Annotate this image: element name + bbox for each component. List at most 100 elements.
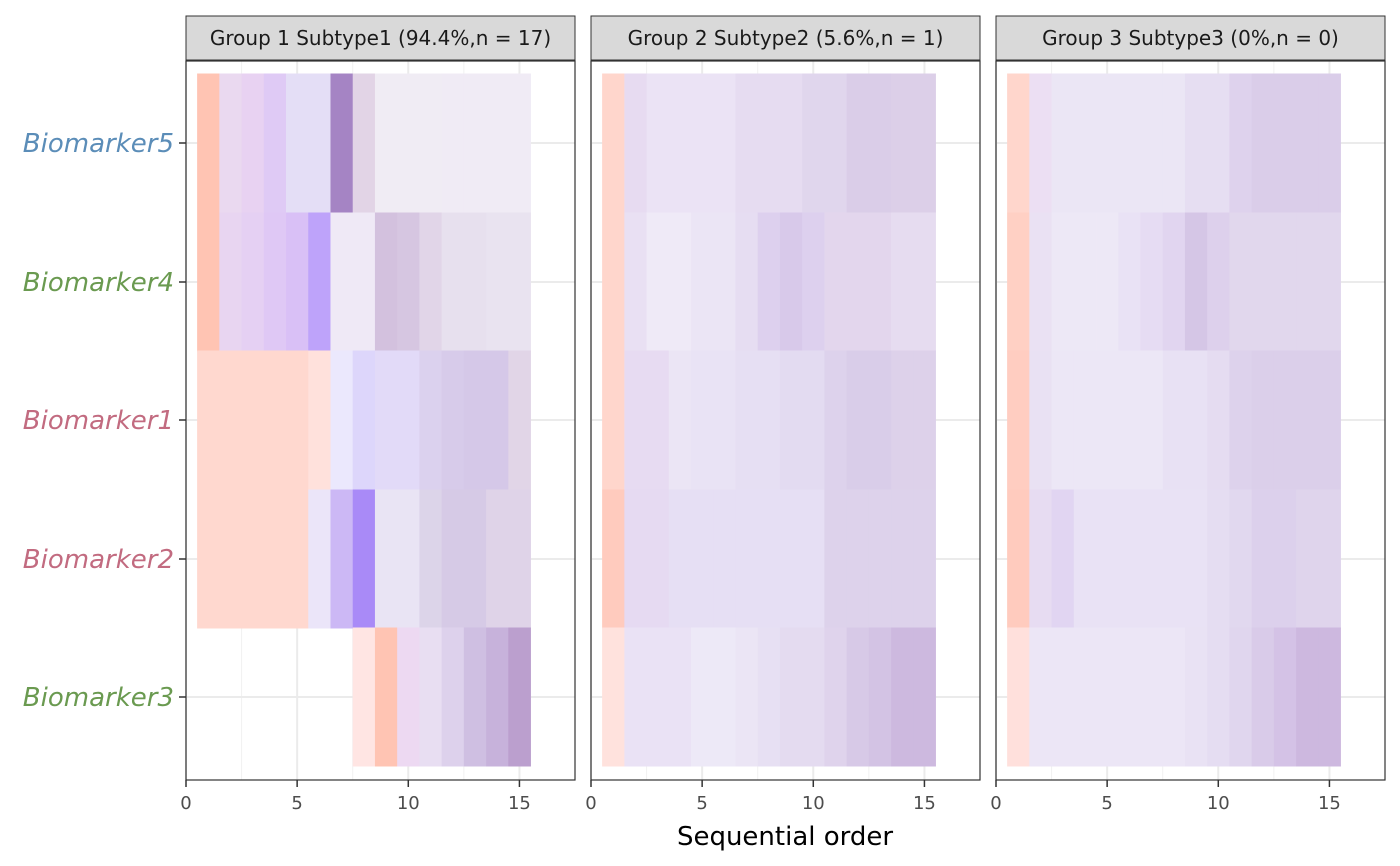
heatmap-cell-3-biomarker1-11 — [1229, 350, 1253, 490]
heatmap-cell-3-biomarker4-12 — [1251, 212, 1275, 352]
heatmap-cell-1-biomarker4-15 — [508, 212, 531, 352]
heatmap-cell-2-biomarker5-1 — [602, 73, 625, 213]
heatmap-cell-3-biomarker5-6 — [1118, 73, 1141, 213]
heatmap-cell-1-biomarker3-14 — [486, 627, 509, 767]
heatmap-cell-3-biomarker1-15 — [1318, 350, 1341, 490]
heatmap-cell-1-biomarker1-7 — [330, 350, 354, 490]
heatmap-cell-2-biomarker1-14 — [891, 350, 914, 490]
heatmap-cell-1-biomarker5-14 — [486, 73, 509, 213]
heatmap-cell-3-biomarker1-13 — [1273, 350, 1297, 490]
heatmap-cell-1-biomarker5-5 — [286, 73, 309, 213]
heatmap-cell-2-biomarker2-8 — [757, 489, 781, 629]
heatmap-cell-2-biomarker2-14 — [891, 489, 914, 629]
heatmap-cell-2-biomarker4-5 — [691, 212, 714, 352]
heatmap-cell-3-biomarker4-14 — [1296, 212, 1319, 352]
heatmap-cell-3-biomarker4-5 — [1096, 212, 1119, 352]
heatmap-cell-1-biomarker5-12 — [441, 73, 465, 213]
heatmap-cell-1-biomarker3-10 — [397, 627, 420, 767]
heatmap-cell-1-biomarker2-9 — [374, 489, 398, 629]
heatmap-cell-1-biomarker5-10 — [397, 73, 420, 213]
heatmap-cell-3-biomarker1-1 — [1007, 350, 1030, 490]
heatmap-cell-3-biomarker4-9 — [1184, 212, 1208, 352]
heatmap-cell-1-biomarker4-2 — [219, 212, 242, 352]
heatmap-cell-3-biomarker1-9 — [1184, 350, 1208, 490]
heatmap-cell-3-biomarker3-1 — [1007, 627, 1030, 767]
heatmap-cell-2-biomarker2-7 — [735, 489, 759, 629]
heatmap-cell-2-biomarker2-10 — [802, 489, 825, 629]
heatmap-cell-3-biomarker1-8 — [1162, 350, 1186, 490]
heatmap-cell-1-biomarker1-11 — [419, 350, 443, 490]
heatmap-cell-1-biomarker1-4 — [263, 350, 287, 490]
heatmap-cell-2-biomarker1-13 — [868, 350, 892, 490]
heatmap-cell-1-biomarker1-15 — [508, 350, 531, 490]
heatmap-cell-1-biomarker5-2 — [219, 73, 242, 213]
heatmap-cell-2-biomarker4-3 — [646, 212, 670, 352]
heatmap-cell-3-biomarker3-11 — [1229, 627, 1253, 767]
heatmap-cell-1-biomarker1-6 — [308, 350, 331, 490]
panel-3-strip — [995, 15, 1386, 61]
heatmap-cell-2-biomarker1-15 — [913, 350, 936, 490]
heatmap-cell-3-biomarker1-7 — [1140, 350, 1164, 490]
heatmap-cell-2-biomarker4-7 — [735, 212, 759, 352]
heatmap-cell-3-biomarker1-14 — [1296, 350, 1319, 490]
heatmap-cell-1-biomarker3-12 — [441, 627, 465, 767]
heatmap-cell-3-biomarker1-5 — [1096, 350, 1119, 490]
heatmap-cell-2-biomarker4-15 — [913, 212, 936, 352]
heatmap-cell-2-biomarker4-6 — [713, 212, 736, 352]
heatmap-cell-1-biomarker3-9 — [374, 627, 398, 767]
heatmap-cell-2-biomarker1-10 — [802, 350, 825, 490]
heatmap-cell-2-biomarker2-11 — [824, 489, 848, 629]
heatmap-cell-1-biomarker4-9 — [374, 212, 398, 352]
heatmap-cell-3-biomarker3-14 — [1296, 627, 1319, 767]
heatmap-cell-1-biomarker5-1 — [197, 73, 220, 213]
heatmap-cell-1-biomarker4-7 — [330, 212, 354, 352]
heatmap-cell-3-biomarker2-7 — [1140, 489, 1164, 629]
heatmap-cell-1-biomarker4-5 — [286, 212, 309, 352]
heatmap-cell-3-biomarker2-12 — [1251, 489, 1275, 629]
heatmap-cell-3-biomarker3-13 — [1273, 627, 1297, 767]
heatmap-cell-2-biomarker4-2 — [624, 212, 647, 352]
heatmap-cell-1-biomarker4-10 — [397, 212, 420, 352]
heatmap-cell-1-biomarker2-15 — [508, 489, 531, 629]
heatmap-cell-2-biomarker2-1 — [602, 489, 625, 629]
heatmap-cell-1-biomarker2-2 — [219, 489, 242, 629]
heatmap-cell-1-biomarker2-14 — [486, 489, 509, 629]
heatmap-cell-1-biomarker1-2 — [219, 350, 242, 490]
heatmap-cell-2-biomarker2-4 — [668, 489, 692, 629]
heatmap-cell-2-biomarker4-1 — [602, 212, 625, 352]
heatmap-cell-2-biomarker4-4 — [668, 212, 692, 352]
heatmap-cell-1-biomarker1-8 — [352, 350, 376, 490]
heatmap-cell-3-biomarker4-4 — [1073, 212, 1097, 352]
heatmap-cell-3-biomarker5-9 — [1184, 73, 1208, 213]
panel-3-x-tick-label: 0 — [990, 793, 1001, 814]
heatmap-cell-2-biomarker5-10 — [802, 73, 825, 213]
heatmap-cell-3-biomarker2-4 — [1073, 489, 1097, 629]
heatmap-cell-1-biomarker4-14 — [486, 212, 509, 352]
heatmap-cell-3-biomarker3-8 — [1162, 627, 1186, 767]
heatmap-cell-2-biomarker2-2 — [624, 489, 647, 629]
heatmap-cell-1-biomarker2-7 — [330, 489, 354, 629]
heatmap-cell-3-biomarker4-13 — [1273, 212, 1297, 352]
heatmap-cell-3-biomarker1-3 — [1051, 350, 1075, 490]
heatmap-cell-2-biomarker1-2 — [624, 350, 647, 490]
heatmap-cell-1-biomarker2-5 — [286, 489, 309, 629]
heatmap-cell-3-biomarker5-14 — [1296, 73, 1319, 213]
heatmap-cell-2-biomarker4-13 — [868, 212, 892, 352]
heatmap-cell-1-biomarker4-3 — [241, 212, 265, 352]
heatmap-cell-1-biomarker5-13 — [463, 73, 487, 213]
heatmap-cell-2-biomarker3-10 — [802, 627, 825, 767]
heatmap-cell-2-biomarker1-7 — [735, 350, 759, 490]
heatmap-cell-2-biomarker1-9 — [779, 350, 803, 490]
heatmap-cell-2-biomarker3-6 — [713, 627, 736, 767]
heatmap-cell-3-biomarker3-6 — [1118, 627, 1141, 767]
heatmap-cell-1-biomarker5-3 — [241, 73, 265, 213]
panel-1-x-tick-label: 15 — [508, 793, 531, 814]
heatmap-cell-1-biomarker2-11 — [419, 489, 443, 629]
heatmap-cell-1-biomarker4-4 — [263, 212, 287, 352]
heatmap-cell-3-biomarker3-10 — [1207, 627, 1230, 767]
panel-1-x-tick-label: 0 — [180, 793, 191, 814]
panel-1-strip — [185, 15, 576, 61]
heatmap-cell-1-biomarker1-1 — [197, 350, 220, 490]
heatmap-cell-1-biomarker5-6 — [308, 73, 331, 213]
